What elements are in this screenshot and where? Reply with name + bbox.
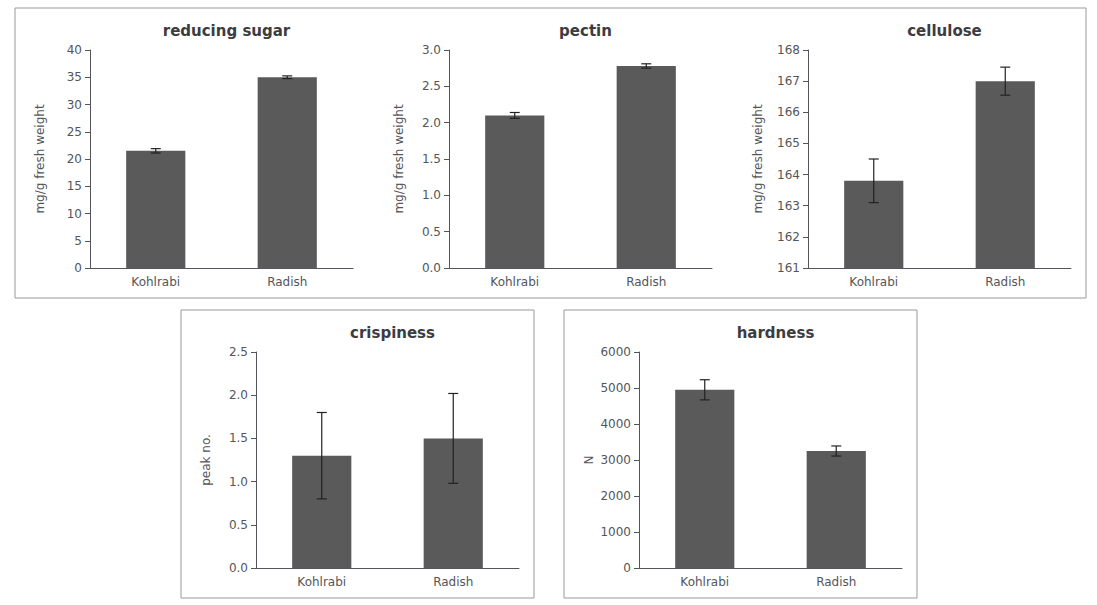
svg-text:164: 164 [777, 168, 800, 182]
svg-text:2.0: 2.0 [422, 116, 441, 130]
svg-text:166: 166 [777, 105, 800, 119]
svg-text:165: 165 [777, 136, 800, 150]
svg-text:crispiness: crispiness [350, 324, 435, 342]
svg-text:163: 163 [777, 199, 800, 213]
svg-text:Radish: Radish [985, 275, 1025, 289]
svg-text:1.0: 1.0 [229, 475, 248, 489]
svg-text:mg/g fresh weight: mg/g fresh weight [33, 104, 47, 213]
svg-text:peak no.: peak no. [199, 434, 213, 486]
svg-text:Radish: Radish [816, 575, 856, 589]
svg-text:20: 20 [67, 152, 82, 166]
svg-text:Radish: Radish [433, 575, 473, 589]
svg-text:3.0: 3.0 [422, 43, 441, 57]
svg-text:5: 5 [74, 234, 82, 248]
svg-text:6000: 6000 [600, 345, 631, 359]
svg-text:4000: 4000 [600, 417, 631, 431]
svg-text:15: 15 [67, 179, 82, 193]
svg-text:reducing sugar: reducing sugar [163, 22, 291, 40]
svg-text:2000: 2000 [600, 489, 631, 503]
svg-text:162: 162 [777, 230, 800, 244]
svg-text:0: 0 [74, 261, 82, 275]
svg-text:167: 167 [777, 74, 800, 88]
svg-text:0: 0 [623, 561, 631, 575]
svg-text:Kohlrabi: Kohlrabi [849, 275, 898, 289]
svg-text:1.5: 1.5 [229, 431, 248, 445]
svg-text:35: 35 [67, 70, 82, 84]
svg-text:Kohlrabi: Kohlrabi [297, 575, 346, 589]
svg-text:1.5: 1.5 [422, 152, 441, 166]
svg-text:2.5: 2.5 [229, 345, 248, 359]
svg-text:1000: 1000 [600, 525, 631, 539]
svg-text:0.5: 0.5 [229, 518, 248, 532]
svg-text:mg/g fresh weight: mg/g fresh weight [392, 104, 406, 213]
svg-text:N: N [582, 456, 596, 465]
svg-text:25: 25 [67, 125, 82, 139]
svg-text:Radish: Radish [267, 275, 307, 289]
svg-text:Radish: Radish [626, 275, 666, 289]
svg-text:0.0: 0.0 [229, 561, 248, 575]
svg-text:Kohlrabi: Kohlrabi [680, 575, 729, 589]
svg-text:40: 40 [67, 43, 82, 57]
svg-text:10: 10 [67, 207, 82, 221]
svg-text:0.5: 0.5 [422, 225, 441, 239]
svg-text:pectin: pectin [559, 22, 612, 40]
svg-text:Kohlrabi: Kohlrabi [490, 275, 539, 289]
svg-text:1.0: 1.0 [422, 188, 441, 202]
svg-text:mg/g fresh weight: mg/g fresh weight [751, 104, 765, 213]
svg-text:0.0: 0.0 [422, 261, 441, 275]
svg-text:cellulose: cellulose [907, 22, 982, 40]
svg-text:2.0: 2.0 [229, 388, 248, 402]
svg-text:5000: 5000 [600, 381, 631, 395]
svg-text:hardness: hardness [737, 324, 815, 342]
svg-text:2.5: 2.5 [422, 79, 441, 93]
svg-text:Kohlrabi: Kohlrabi [131, 275, 180, 289]
svg-text:30: 30 [67, 98, 82, 112]
svg-text:3000: 3000 [600, 453, 631, 467]
svg-text:161: 161 [777, 261, 800, 275]
svg-text:168: 168 [777, 43, 800, 57]
